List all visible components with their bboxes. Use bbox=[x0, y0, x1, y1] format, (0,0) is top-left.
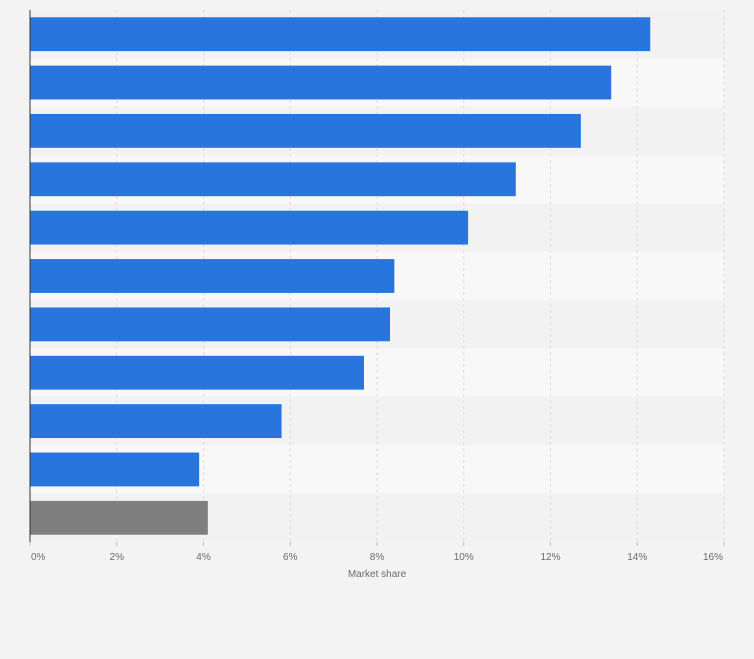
x-tick-label: 16% bbox=[703, 552, 723, 563]
x-axis-title: Market share bbox=[348, 569, 407, 580]
x-tick-label: 0% bbox=[31, 552, 46, 563]
x-tick-label: 8% bbox=[370, 552, 385, 563]
bar bbox=[30, 162, 516, 197]
bar bbox=[30, 404, 282, 439]
x-tick-label: 12% bbox=[540, 552, 560, 563]
bar bbox=[30, 113, 581, 148]
bar bbox=[30, 17, 651, 52]
x-tick-label: 6% bbox=[283, 552, 298, 563]
bar bbox=[30, 452, 200, 487]
x-tick-label: 10% bbox=[454, 552, 474, 563]
x-tick-label: 4% bbox=[196, 552, 211, 563]
bar bbox=[30, 65, 612, 100]
bar bbox=[30, 210, 469, 245]
x-tick-label: 2% bbox=[110, 552, 125, 563]
bar bbox=[30, 355, 364, 390]
bar bbox=[30, 259, 395, 293]
bar bbox=[30, 307, 391, 342]
bar bbox=[30, 500, 208, 535]
x-tick-label: 14% bbox=[627, 552, 647, 563]
